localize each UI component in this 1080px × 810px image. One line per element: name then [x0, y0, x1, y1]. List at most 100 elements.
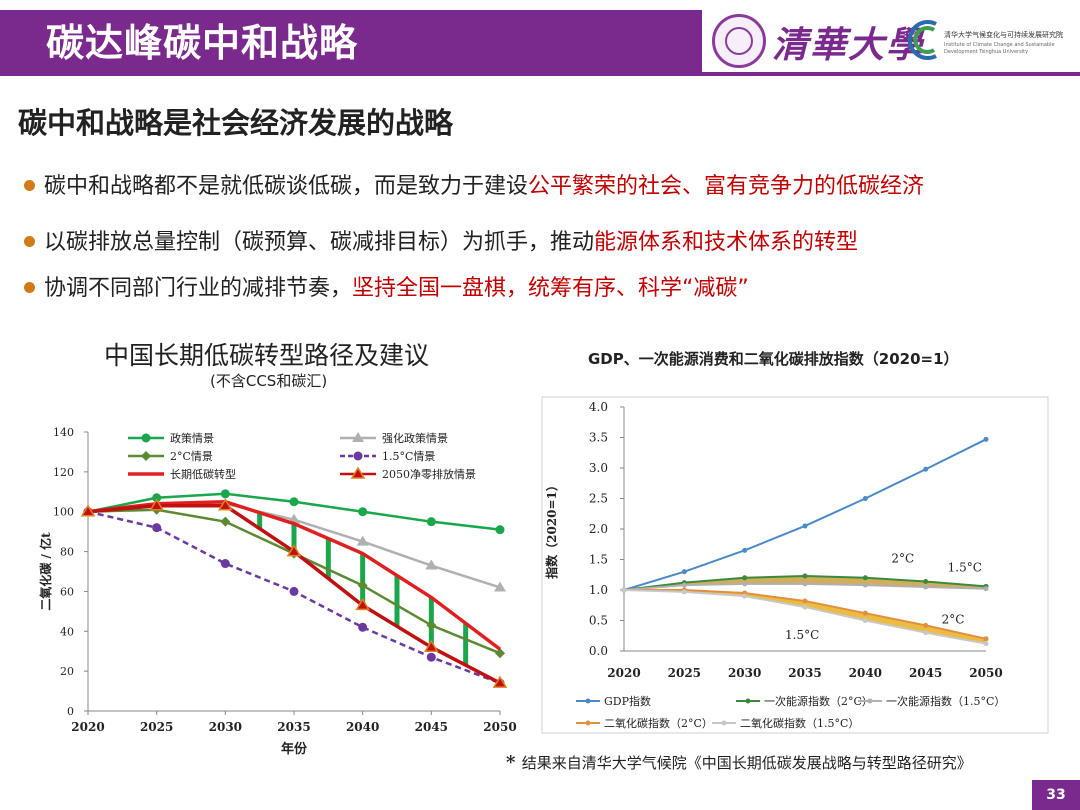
header-bar — [0, 10, 702, 72]
x-tick-label: 2045 — [415, 720, 448, 734]
y-tick-label: 0.5 — [589, 614, 608, 628]
data-point — [426, 652, 436, 662]
university-name: 清華大學 — [772, 24, 925, 66]
left-chart-title: 中国长期低碳转型路径及建议 — [104, 341, 430, 370]
data-point — [358, 507, 368, 517]
x-tick-label: 2050 — [483, 720, 516, 734]
data-point — [355, 597, 370, 611]
legend-marker — [721, 720, 727, 726]
institute-name: 清华大学气候变化与可持续发展研究院 — [944, 31, 1063, 39]
bullet-dot-icon — [24, 179, 35, 191]
data-point — [923, 578, 929, 584]
bullet-dot-icon — [24, 281, 35, 293]
left-chart-subtitle: (不含CCS和碳汇) — [210, 372, 328, 390]
data-point — [983, 636, 989, 642]
section-subtitle: 碳中和战略是社会经济发展的战略 — [18, 106, 454, 140]
legend-label: 二氧化碳指数（2°C） — [604, 716, 713, 730]
y-tick-label: 80 — [60, 546, 74, 559]
data-point — [802, 573, 808, 579]
x-tick-label: 2045 — [909, 666, 942, 680]
legend-label: GDP指数 — [604, 694, 651, 708]
data-point — [862, 496, 868, 501]
x-tick-label: 2035 — [788, 666, 821, 680]
legend-marker — [352, 432, 364, 442]
data-point — [681, 569, 687, 575]
y-tick-label: 0.0 — [589, 644, 608, 658]
y-tick-label: 40 — [60, 625, 74, 638]
data-point — [218, 498, 233, 511]
data-point — [802, 581, 808, 587]
data-point — [802, 598, 808, 604]
bullet-dot-icon — [24, 235, 35, 247]
data-point — [862, 582, 868, 588]
data-point — [492, 675, 508, 688]
logo-area: 清華大學 清华大学气候变化与可持续发展研究院 Institute of Clim… — [708, 8, 1080, 72]
right-chart-title: GDP、一次能源消费和二氧化碳排放指数（2020=1） — [588, 350, 959, 368]
chart-frame — [541, 396, 1049, 734]
annotation: 1.5°C — [785, 628, 819, 642]
data-point — [495, 525, 505, 535]
series-line — [623, 438, 987, 591]
x-tick-label: 2040 — [346, 720, 379, 734]
data-point — [862, 618, 868, 623]
legend-marker — [141, 433, 151, 443]
data-point — [357, 580, 368, 591]
data-point — [983, 641, 989, 647]
data-point — [983, 586, 989, 592]
data-point — [923, 584, 929, 590]
data-point — [220, 559, 230, 569]
annotation: 2°C — [891, 552, 914, 566]
y-tick-label: 60 — [60, 585, 74, 598]
y-tick-label: 2.5 — [589, 492, 608, 506]
legend-label: 2°C情景 — [170, 450, 213, 463]
x-tick-label: 2020 — [71, 720, 104, 734]
legend-label: 二氧化碳指数（1.5°C） — [740, 716, 859, 730]
legend-marker — [141, 451, 151, 461]
legend-marker — [353, 451, 363, 461]
data-point — [923, 630, 929, 636]
data-point — [742, 581, 748, 587]
legend-marker — [867, 698, 873, 704]
legend-label: 2050净零排放情景 — [382, 467, 476, 481]
page-title: 碳达峰碳中和战略 — [46, 21, 359, 65]
y-tick-label: 1.5 — [589, 553, 608, 567]
data-point — [152, 523, 162, 533]
x-axis-label: 年份 — [281, 741, 308, 757]
data-point — [983, 436, 989, 442]
y-tick-label: 3.5 — [589, 431, 608, 445]
data-point — [152, 493, 162, 503]
data-point — [426, 620, 437, 631]
data-point — [356, 535, 369, 546]
data-point — [495, 648, 505, 659]
data-point — [220, 516, 231, 527]
x-tick-label: 2035 — [277, 720, 310, 734]
data-point — [923, 466, 929, 472]
data-point — [289, 497, 299, 507]
gap — [624, 583, 986, 644]
y-axis-label: 二氧化碳 / 亿t — [38, 532, 53, 611]
y-tick-label: 140 — [53, 426, 74, 439]
data-point — [742, 575, 748, 581]
data-point — [289, 586, 299, 596]
data-point — [80, 504, 96, 517]
legend-label: 一次能源指数（1.5°C） — [886, 694, 1005, 708]
y-tick-label: 4.0 — [589, 400, 608, 414]
data-point — [286, 544, 302, 557]
legend-label: 政策情景 — [170, 431, 214, 445]
data-point — [802, 523, 808, 529]
source-note: * 结果来自清华大学气候院《中国长期低碳发展战略与转型路径研究》 — [506, 752, 972, 773]
institute-logo-icon — [908, 20, 937, 60]
legend-label: 强化政策情景 — [382, 431, 448, 445]
header-divider — [0, 72, 1080, 76]
data-point — [621, 587, 627, 593]
legend-marker — [585, 698, 591, 704]
x-tick-label: 2040 — [849, 666, 882, 680]
legend-marker — [350, 466, 366, 479]
y-axis-label: 指数（2020=1） — [544, 479, 559, 579]
page-number: 33 — [1032, 780, 1080, 810]
header: 碳达峰碳中和战略 清華大學 清华大学气候变化与可持续发展研究院 Institut… — [0, 0, 1080, 76]
y-tick-label: 100 — [53, 506, 74, 519]
x-tick-label: 2050 — [969, 666, 1002, 680]
data-point — [923, 622, 929, 628]
